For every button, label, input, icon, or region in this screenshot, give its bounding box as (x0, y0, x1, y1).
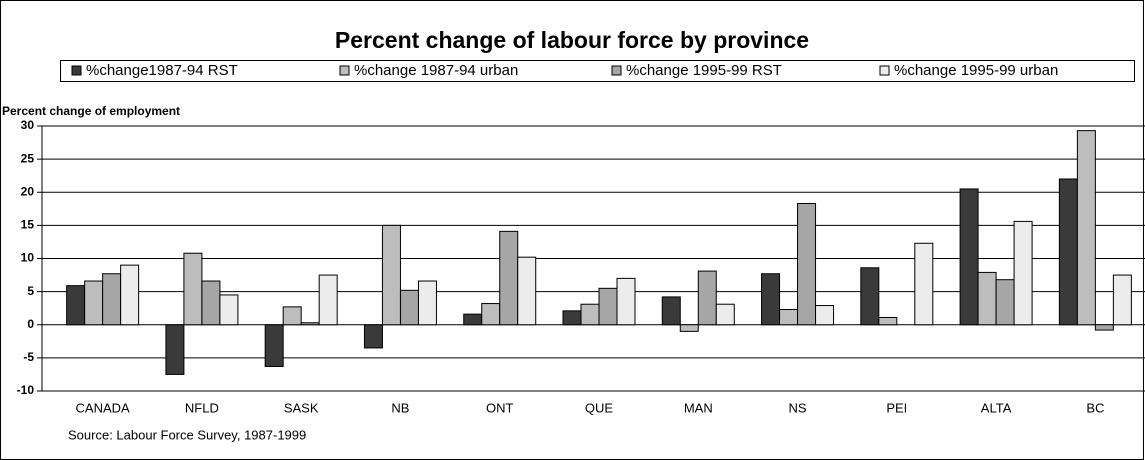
bar (815, 305, 835, 326)
bar (318, 274, 338, 326)
legend-swatch (879, 65, 890, 76)
x-tick-label: MAN (684, 400, 713, 415)
bar (598, 287, 618, 326)
bar (201, 280, 221, 326)
bar (616, 277, 636, 326)
y-tick-label: 0 (27, 317, 34, 331)
bar (959, 188, 979, 326)
bar (715, 303, 735, 326)
bar (661, 296, 681, 326)
bar (463, 313, 483, 326)
legend-box (60, 60, 1135, 82)
bar (102, 273, 122, 326)
legend-label: %change 1995-99 RST (626, 62, 782, 79)
bar (977, 271, 997, 326)
bar (761, 273, 781, 326)
bar (679, 324, 699, 332)
bar (562, 310, 582, 326)
bar (300, 322, 320, 326)
legend-swatch (71, 65, 82, 76)
bar (399, 289, 419, 326)
x-tick-label: CANADA (76, 400, 131, 415)
bar (914, 242, 934, 326)
bar (995, 279, 1015, 326)
y-tick-label: 30 (21, 118, 35, 132)
bar (517, 256, 537, 326)
bar (580, 303, 600, 326)
bar (1013, 220, 1033, 326)
x-tick-label: SASK (284, 400, 319, 415)
bar (219, 294, 239, 326)
bar (1076, 130, 1096, 326)
bar (120, 264, 140, 326)
bar (1112, 274, 1132, 326)
y-tick-label: -10 (17, 383, 35, 397)
y-tick-label: 20 (21, 184, 35, 198)
bar (363, 324, 383, 349)
bar (183, 252, 203, 326)
legend-swatch (339, 65, 350, 76)
x-tick-label: ALTA (981, 400, 1012, 415)
x-tick-label: PEI (886, 400, 907, 415)
bar (878, 316, 898, 326)
bar (797, 203, 817, 326)
bar (499, 230, 519, 326)
chart-title: Percent change of labour force by provin… (335, 27, 809, 53)
legend-swatch (611, 65, 622, 76)
bar (417, 280, 437, 326)
legend-label: %change 1987-94 urban (354, 62, 518, 79)
bar (481, 303, 501, 326)
x-tick-label: NFLD (185, 400, 219, 415)
x-tick-label: NS (789, 400, 807, 415)
bar (165, 324, 185, 375)
bar (1058, 178, 1078, 326)
y-tick-label: 25 (21, 151, 35, 165)
x-tick-label: BC (1086, 400, 1104, 415)
y-axis-label: Percent change of employment (2, 104, 180, 118)
legend-label: %change 1995-99 urban (894, 62, 1058, 79)
bar (779, 309, 799, 326)
y-tick-label: 15 (21, 218, 35, 232)
bar (697, 270, 717, 326)
bar (84, 280, 104, 326)
source-note: Source: Labour Force Survey, 1987-1999 (68, 427, 306, 442)
x-tick-label: ONT (486, 400, 514, 415)
x-tick-label: QUE (585, 400, 614, 415)
bar (66, 285, 86, 326)
bar (1094, 324, 1114, 331)
legend-label: %change1987-94 RST (86, 62, 238, 79)
bar (282, 306, 302, 326)
y-tick-label: -5 (23, 350, 34, 364)
bar (381, 224, 401, 326)
bar (860, 267, 880, 326)
y-tick-label: 10 (21, 251, 35, 265)
bar (264, 324, 284, 367)
x-tick-label: NB (391, 400, 409, 415)
y-tick-label: 5 (27, 284, 34, 298)
